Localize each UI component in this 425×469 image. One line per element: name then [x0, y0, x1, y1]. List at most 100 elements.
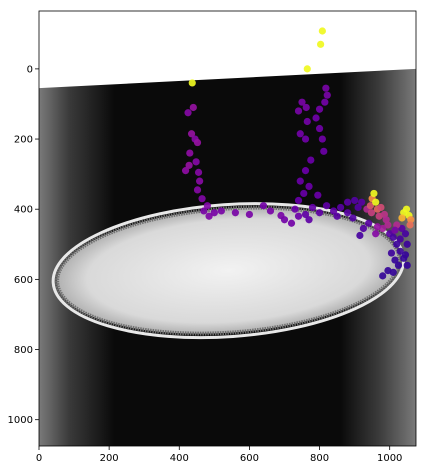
- x-tick-label: 400: [170, 453, 189, 464]
- data-point: [377, 203, 385, 212]
- data-point: [296, 177, 304, 185]
- data-point: [344, 209, 352, 217]
- data-point: [287, 219, 296, 227]
- data-point: [384, 221, 392, 229]
- data-point: [280, 216, 289, 224]
- data-point: [294, 196, 303, 205]
- data-point: [259, 202, 268, 210]
- data-point: [231, 209, 239, 217]
- data-point: [356, 231, 364, 240]
- data-point: [294, 212, 303, 220]
- data-point: [245, 210, 254, 219]
- data-point: [266, 207, 275, 215]
- data-point: [373, 223, 382, 231]
- data-point: [189, 103, 197, 112]
- data-point: [358, 198, 366, 206]
- data-point: [403, 261, 411, 269]
- data-point: [401, 230, 410, 238]
- data-point: [322, 202, 331, 210]
- data-point: [198, 195, 206, 203]
- data-point: [403, 240, 411, 248]
- y-tick-label: 600: [14, 275, 33, 286]
- data-point: [307, 156, 315, 164]
- data-point: [302, 103, 310, 112]
- data-point: [321, 98, 329, 106]
- data-point: [298, 98, 306, 106]
- y-tick-label: 0: [27, 64, 33, 75]
- data-point: [185, 161, 193, 169]
- data-point: [181, 167, 190, 175]
- data-point: [379, 272, 387, 280]
- data-point: [407, 216, 415, 224]
- data-point: [192, 158, 200, 166]
- data-point: [333, 212, 341, 220]
- data-point: [402, 205, 411, 213]
- data-point: [354, 203, 362, 212]
- data-point: [315, 105, 324, 113]
- data-point: [370, 189, 378, 198]
- data-point: [317, 40, 325, 48]
- data-point: [387, 249, 396, 257]
- data-point: [359, 224, 367, 233]
- data-point: [193, 138, 202, 147]
- x-tick-label: 800: [310, 453, 329, 464]
- data-point: [194, 168, 203, 176]
- data-point: [303, 117, 311, 126]
- data-point: [391, 226, 399, 234]
- data-point: [291, 205, 299, 213]
- data-point: [186, 149, 194, 157]
- y-axis: 0 200 400 600 800 1000: [8, 64, 39, 426]
- data-point: [184, 109, 192, 117]
- data-point: [315, 209, 324, 217]
- data-point: [193, 186, 202, 194]
- data-point: [398, 214, 406, 222]
- data-point: [315, 124, 324, 133]
- data-point: [301, 167, 310, 175]
- data-point: [384, 266, 392, 275]
- data-point: [367, 209, 376, 217]
- x-tick-label: 0: [36, 453, 42, 464]
- data-point: [318, 135, 326, 143]
- data-point: [366, 202, 375, 210]
- x-tick-label: 200: [100, 453, 119, 464]
- data-point: [344, 198, 352, 206]
- data-point: [351, 196, 359, 205]
- x-tick-label: 600: [240, 453, 259, 464]
- data-point: [396, 235, 404, 243]
- data-point: [305, 182, 313, 191]
- data-point: [294, 107, 303, 115]
- data-point: [312, 114, 320, 122]
- data-point: [200, 207, 208, 215]
- data-point: [303, 65, 311, 73]
- data-point: [188, 79, 196, 87]
- data-point: [196, 177, 204, 185]
- data-point: [349, 214, 357, 222]
- data-point: [401, 251, 410, 259]
- data-point: [301, 210, 310, 219]
- scatter-points: [181, 27, 415, 280]
- background-microscopy-image: [39, 68, 416, 446]
- x-tick-label: 1000: [377, 453, 402, 464]
- data-point: [372, 198, 380, 206]
- y-tick-label: 400: [14, 205, 33, 216]
- y-tick-label: 1000: [8, 415, 33, 426]
- data-point: [393, 240, 401, 248]
- data-point: [406, 221, 414, 229]
- data-point: [320, 147, 328, 155]
- data-point: [301, 135, 310, 143]
- data-point: [329, 207, 338, 215]
- data-point: [217, 207, 225, 215]
- y-tick-label: 200: [14, 135, 33, 146]
- data-point: [296, 130, 304, 138]
- data-point: [318, 27, 326, 35]
- data-point: [300, 189, 308, 198]
- data-point: [187, 130, 196, 138]
- data-point: [391, 256, 399, 264]
- data-point: [394, 261, 403, 269]
- data-point: [365, 219, 373, 227]
- data-point: [337, 203, 345, 212]
- data-point: [205, 212, 213, 220]
- data-point: [305, 216, 313, 224]
- data-point: [389, 233, 397, 241]
